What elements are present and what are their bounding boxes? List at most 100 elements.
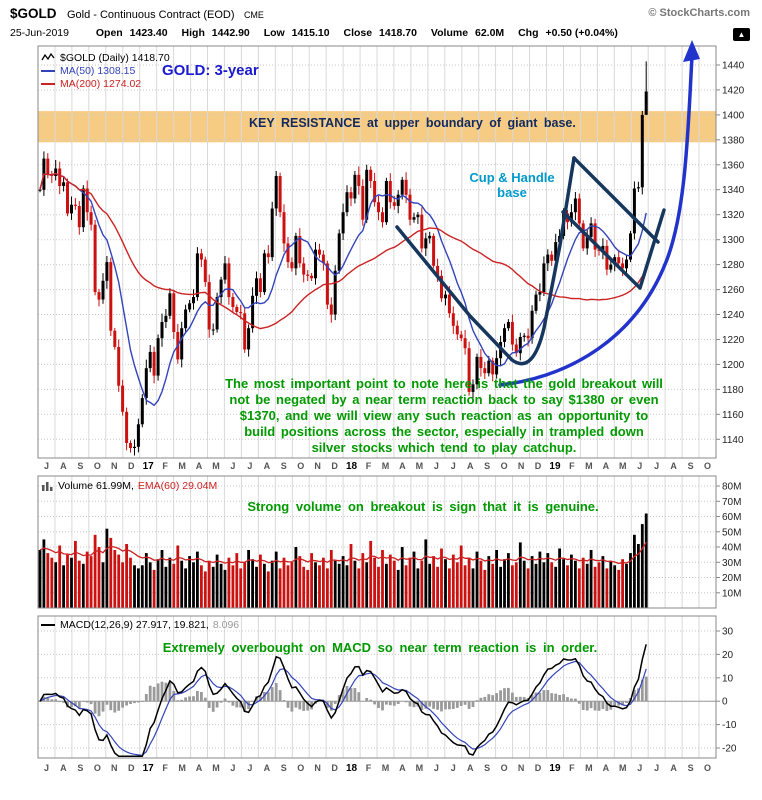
svg-text:M: M: [619, 461, 627, 471]
svg-text:D: D: [535, 763, 542, 773]
svg-text:1200: 1200: [722, 360, 745, 371]
svg-text:D: D: [331, 763, 338, 773]
svg-text:J: J: [247, 763, 252, 773]
svg-text:N: N: [111, 763, 118, 773]
svg-text:A: A: [264, 461, 271, 471]
svg-text:D: D: [128, 763, 135, 773]
svg-text:-10: -10: [722, 720, 737, 731]
svg-text:J: J: [434, 763, 439, 773]
svg-text:M: M: [585, 763, 593, 773]
svg-text:40M: 40M: [722, 543, 741, 554]
svg-text:1400: 1400: [722, 110, 745, 121]
svg-text:20: 20: [722, 650, 734, 661]
svg-text:19: 19: [549, 461, 561, 472]
svg-text:J: J: [434, 461, 439, 471]
svg-text:M: M: [212, 763, 220, 773]
svg-text:80M: 80M: [722, 482, 741, 493]
svg-text:A: A: [264, 763, 271, 773]
svg-text:-20: -20: [722, 744, 737, 755]
svg-text:18: 18: [346, 461, 358, 472]
svg-text:30: 30: [722, 627, 734, 638]
svg-text:M: M: [212, 461, 220, 471]
svg-text:F: F: [569, 763, 575, 773]
svg-text:J: J: [44, 461, 49, 471]
svg-text:1180: 1180: [722, 385, 744, 396]
svg-text:1360: 1360: [722, 160, 745, 171]
svg-text:M: M: [382, 461, 390, 471]
svg-text:O: O: [704, 461, 711, 471]
svg-text:J: J: [451, 763, 456, 773]
svg-text:1260: 1260: [722, 285, 745, 296]
svg-text:A: A: [399, 461, 406, 471]
svg-text:1160: 1160: [722, 410, 744, 421]
svg-text:A: A: [670, 763, 677, 773]
svg-text:A: A: [603, 763, 610, 773]
svg-text:1140: 1140: [722, 435, 744, 446]
svg-text:60M: 60M: [722, 512, 741, 523]
svg-text:1420: 1420: [722, 85, 745, 96]
svg-text:O: O: [297, 461, 304, 471]
svg-text:1220: 1220: [722, 335, 745, 346]
svg-text:10: 10: [722, 673, 734, 684]
svg-text:S: S: [281, 763, 287, 773]
svg-text:M: M: [178, 461, 186, 471]
svg-text:0: 0: [722, 697, 728, 708]
svg-text:J: J: [230, 461, 235, 471]
svg-text:F: F: [569, 461, 575, 471]
svg-text:M: M: [416, 763, 424, 773]
svg-text:S: S: [281, 461, 287, 471]
svg-text:1440: 1440: [722, 60, 745, 71]
svg-text:N: N: [518, 461, 525, 471]
svg-text:20M: 20M: [722, 573, 741, 584]
svg-text:S: S: [77, 461, 83, 471]
svg-text:1320: 1320: [722, 210, 745, 221]
svg-text:18: 18: [346, 763, 358, 774]
svg-text:A: A: [399, 763, 406, 773]
svg-text:A: A: [467, 461, 474, 471]
svg-text:F: F: [366, 461, 372, 471]
svg-text:M: M: [178, 763, 186, 773]
svg-text:17: 17: [143, 763, 155, 774]
svg-text:A: A: [60, 763, 67, 773]
svg-text:J: J: [654, 763, 659, 773]
svg-text:S: S: [688, 461, 694, 471]
svg-text:J: J: [637, 461, 642, 471]
svg-text:A: A: [603, 461, 610, 471]
svg-text:S: S: [688, 763, 694, 773]
svg-text:O: O: [501, 763, 508, 773]
svg-text:A: A: [196, 461, 203, 471]
svg-text:J: J: [230, 763, 235, 773]
svg-text:A: A: [467, 763, 474, 773]
svg-text:N: N: [314, 461, 321, 471]
svg-text:30M: 30M: [722, 558, 741, 569]
svg-text:N: N: [314, 763, 321, 773]
svg-text:O: O: [704, 763, 711, 773]
svg-text:A: A: [196, 763, 203, 773]
svg-text:M: M: [382, 763, 390, 773]
svg-text:A: A: [670, 461, 677, 471]
svg-text:19: 19: [549, 763, 561, 774]
svg-text:D: D: [331, 461, 338, 471]
svg-text:M: M: [619, 763, 627, 773]
svg-text:F: F: [162, 461, 168, 471]
svg-text:50M: 50M: [722, 527, 741, 538]
svg-text:J: J: [247, 461, 252, 471]
svg-text:1280: 1280: [722, 260, 745, 271]
svg-text:F: F: [366, 763, 372, 773]
svg-text:J: J: [44, 763, 49, 773]
svg-text:N: N: [518, 763, 525, 773]
chart-up-icon[interactable]: ▲: [733, 28, 750, 41]
svg-text:S: S: [484, 461, 490, 471]
svg-text:O: O: [297, 763, 304, 773]
svg-text:17: 17: [143, 461, 155, 472]
svg-text:M: M: [585, 461, 593, 471]
svg-text:J: J: [637, 763, 642, 773]
svg-text:M: M: [416, 461, 424, 471]
svg-text:O: O: [94, 461, 101, 471]
svg-text:S: S: [484, 763, 490, 773]
svg-text:1340: 1340: [722, 185, 745, 196]
svg-text:F: F: [162, 763, 168, 773]
svg-text:S: S: [77, 763, 83, 773]
